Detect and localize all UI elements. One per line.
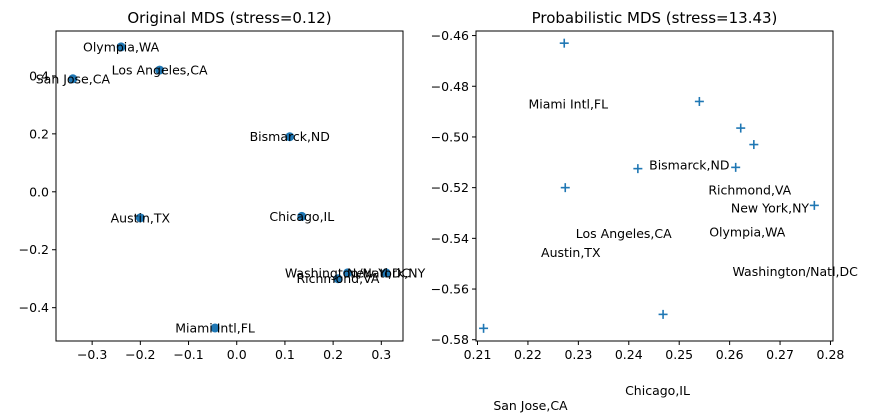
plot-frame: [475, 30, 834, 342]
y-tick-label: −0.54: [431, 231, 469, 246]
y-tick-label: −0.48: [431, 79, 469, 94]
x-tick-label: −0.3: [77, 347, 107, 362]
data-point: [68, 74, 78, 84]
data-point: [559, 38, 569, 48]
data-point: [381, 268, 391, 278]
y-tick-label: −0.50: [431, 129, 469, 144]
point-label: New York,NY: [731, 200, 810, 215]
x-tick-label: 0.23: [564, 347, 592, 362]
x-tick-label: 0.27: [766, 347, 794, 362]
y-tick-label: −0.58: [431, 332, 469, 347]
point-label: San Jose,CA: [493, 398, 568, 413]
point-label: Los Angeles,CA: [576, 226, 672, 241]
plot-frame: [55, 30, 404, 342]
point-label: Chicago,IL: [269, 209, 334, 224]
point-label: Washington/Natl,DC: [285, 265, 411, 280]
x-tick-label: −0.2: [125, 347, 155, 362]
data-point: [135, 213, 145, 223]
point-label: Richmond,VA: [708, 183, 791, 198]
x-tick-label: 0.22: [514, 347, 542, 362]
point-label: Chicago,IL: [625, 383, 690, 398]
y-tick-label: −0.56: [431, 282, 469, 297]
x-tick-label: 0.3: [371, 347, 391, 362]
data-point: [633, 164, 643, 174]
y-tick-label: −0.52: [431, 180, 469, 195]
data-point: [210, 323, 220, 333]
data-point: [116, 42, 126, 52]
x-tick-label: 0.2: [323, 347, 343, 362]
data-point: [343, 268, 353, 278]
y-tick-label: 0.4: [29, 68, 49, 83]
data-point: [333, 274, 343, 284]
point-label: Austin,TX: [111, 210, 171, 225]
data-point: [736, 123, 746, 133]
x-tick-label: 0.25: [665, 347, 693, 362]
chart-title: Probabilistic MDS (stress=13.43): [532, 9, 778, 27]
y-tick-label: −0.46: [431, 28, 469, 43]
y-tick-label: −0.2: [19, 242, 49, 257]
y-tick-label: 0.0: [29, 184, 49, 199]
data-point: [297, 211, 307, 221]
x-tick-label: 0.21: [464, 347, 492, 362]
point-label: Bismarck,ND: [250, 129, 330, 144]
point-label: Olympia,WA: [83, 39, 160, 54]
data-point: [285, 132, 295, 142]
data-point: [560, 183, 570, 193]
point-label: Los Angeles,CA: [112, 63, 208, 78]
data-point: [694, 96, 704, 106]
x-tick-label: −0.1: [173, 347, 203, 362]
point-label: Bismarck,ND: [649, 157, 729, 172]
data-point: [809, 200, 819, 210]
point-label: Miami Intl,FL: [175, 320, 255, 335]
y-tick-label: −0.4: [19, 300, 49, 315]
chart-title: Original MDS (stress=0.12): [127, 9, 331, 27]
point-label: Austin,TX: [541, 245, 601, 260]
x-tick-label: 0.0: [227, 347, 247, 362]
x-tick-label: 0.1: [275, 347, 295, 362]
data-point: [658, 309, 668, 319]
data-point: [479, 323, 489, 333]
x-tick-label: 0.24: [615, 347, 643, 362]
x-tick-label: 0.26: [716, 347, 744, 362]
y-tick-label: 0.2: [29, 126, 49, 141]
data-point: [731, 162, 741, 172]
point-label: Richmond,VA: [296, 271, 379, 286]
point-label: Olympia,WA: [709, 225, 786, 240]
point-label: Washington/Natl,DC: [732, 264, 858, 279]
point-label: New York,NY: [347, 265, 426, 280]
data-point: [749, 140, 759, 150]
point-label: Miami Intl,FL: [528, 97, 608, 112]
data-point: [155, 65, 165, 75]
x-tick-label: 0.28: [817, 347, 845, 362]
point-label: San Jose,CA: [36, 71, 111, 86]
